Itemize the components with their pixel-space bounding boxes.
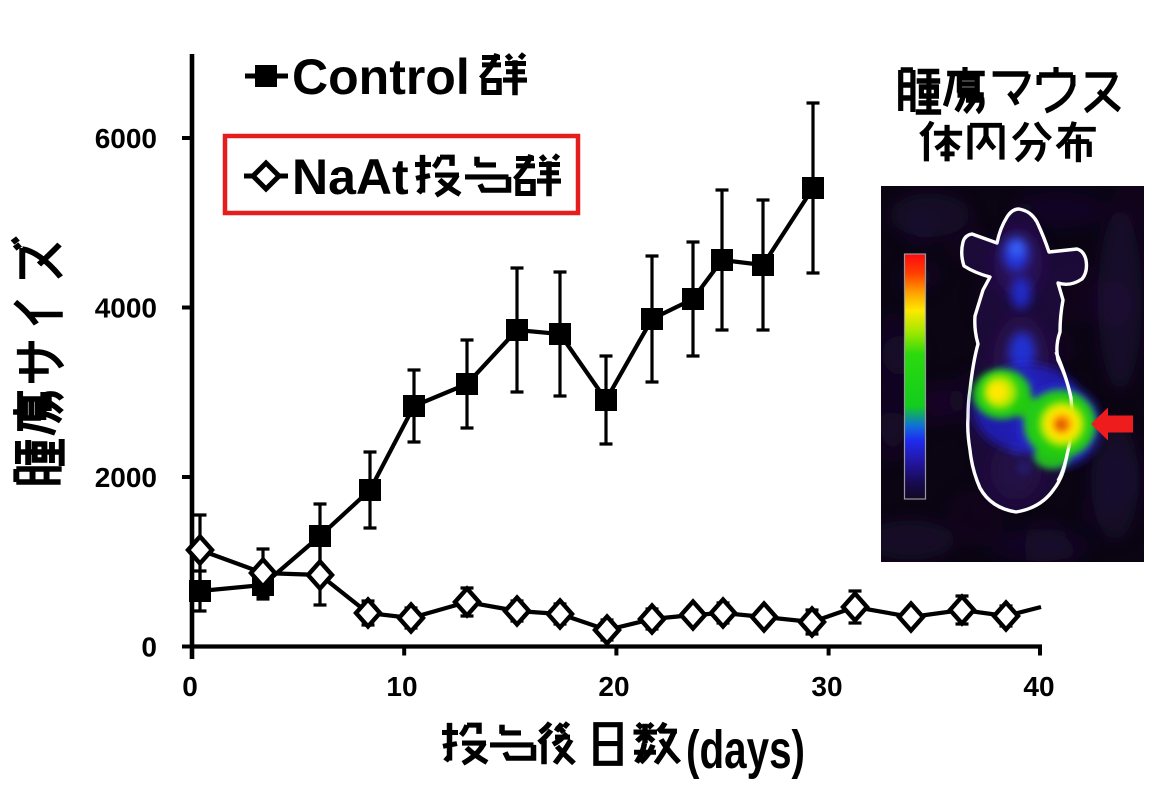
svg-text:0: 0 [182, 671, 198, 702]
svg-text:2000: 2000 [95, 462, 157, 493]
svg-text:30: 30 [811, 671, 842, 702]
svg-text:4000: 4000 [95, 293, 157, 324]
svg-text:Control: Control [292, 49, 470, 105]
svg-text:6000: 6000 [95, 123, 157, 154]
svg-text:0: 0 [141, 632, 157, 663]
svg-text:20: 20 [598, 671, 629, 702]
svg-text:10: 10 [386, 671, 417, 702]
svg-text:NaAt: NaAt [292, 149, 409, 205]
svg-text:(days): (days) [686, 720, 805, 780]
svg-text:40: 40 [1023, 671, 1054, 702]
